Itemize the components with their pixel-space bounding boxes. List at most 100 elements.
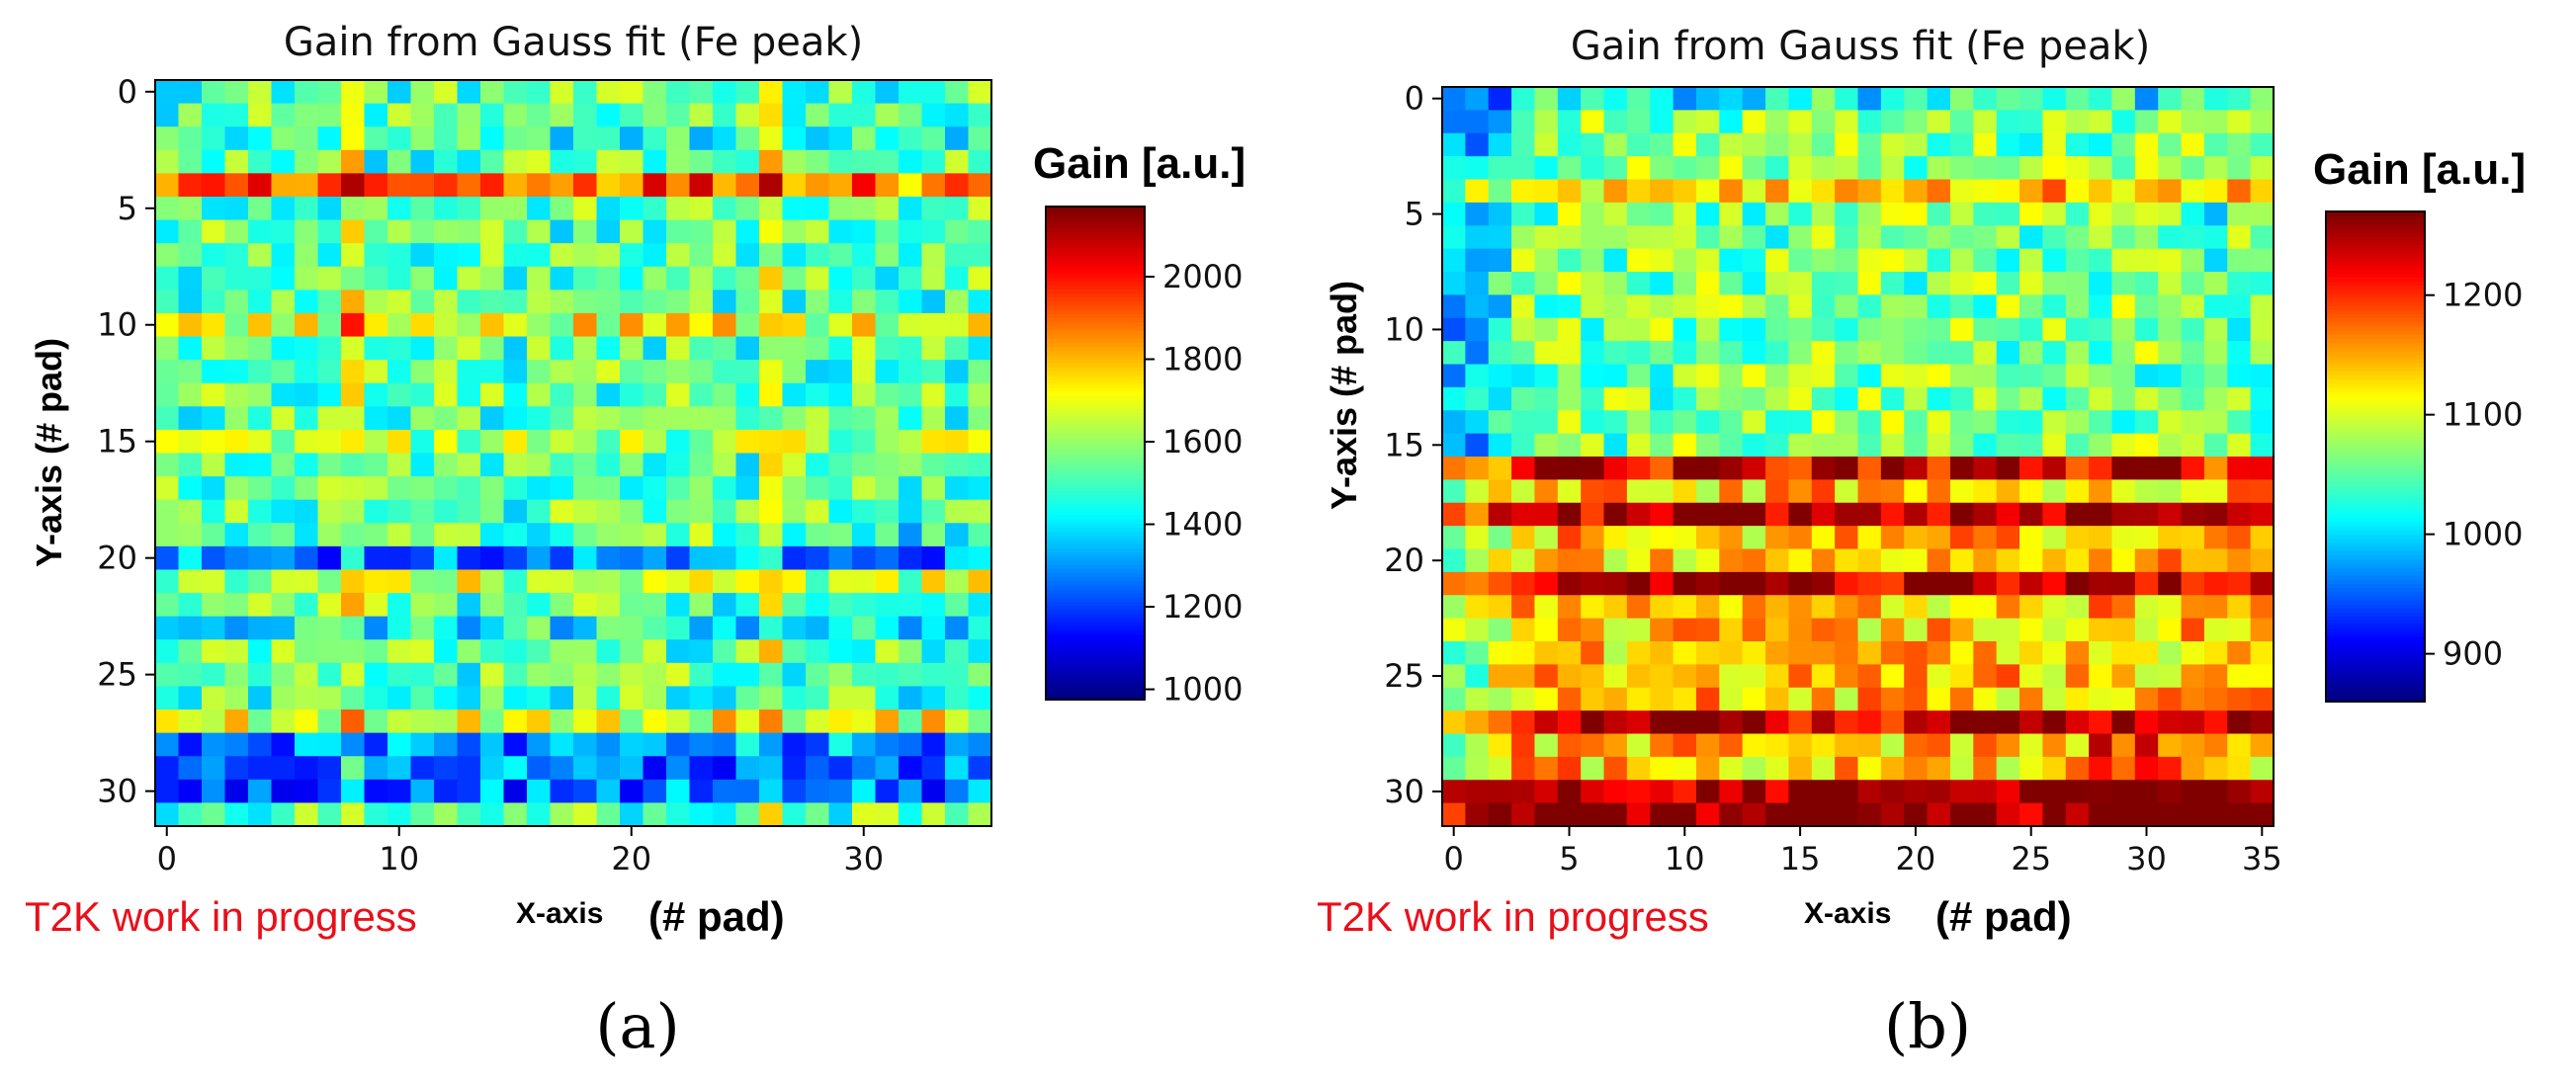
heatmap-cell bbox=[387, 80, 412, 105]
heatmap-cell bbox=[1442, 364, 1466, 388]
heatmap-cell bbox=[2111, 132, 2136, 157]
heatmap-cell bbox=[666, 499, 691, 524]
heatmap-cell bbox=[1695, 248, 1720, 273]
heatmap-cell bbox=[1581, 433, 1605, 458]
heatmap-cell bbox=[2158, 571, 2183, 596]
heatmap-cell bbox=[1765, 733, 1790, 758]
colorbar-tick-label: 1000 bbox=[1162, 671, 1243, 709]
heatmap-cell bbox=[573, 312, 598, 338]
heatmap-cell bbox=[596, 569, 621, 594]
x-tick-label: 5 bbox=[1559, 840, 1579, 877]
heatmap-cell bbox=[782, 779, 807, 803]
heatmap-cell bbox=[2042, 664, 2067, 689]
heatmap-cell bbox=[2042, 202, 2067, 226]
colorbar-segment bbox=[1046, 551, 1145, 557]
heatmap-cell bbox=[573, 639, 598, 664]
heatmap-cell bbox=[364, 243, 388, 268]
colorbar-segment bbox=[2326, 390, 2425, 396]
heatmap-cell bbox=[341, 312, 366, 338]
heatmap-cell bbox=[620, 802, 644, 827]
heatmap-cell bbox=[550, 429, 574, 455]
heatmap-cell bbox=[828, 662, 853, 688]
heatmap-cell bbox=[1996, 571, 2020, 596]
heatmap-cell bbox=[178, 732, 203, 757]
heatmap-cell bbox=[2089, 756, 2113, 781]
heatmap-cell bbox=[782, 243, 807, 268]
heatmap-cell bbox=[2227, 780, 2252, 804]
heatmap-cell bbox=[573, 756, 598, 781]
heatmap-cell bbox=[2019, 433, 2043, 458]
heatmap-cell bbox=[968, 80, 992, 105]
heatmap-cell bbox=[1488, 87, 1512, 111]
heatmap-cell bbox=[1742, 248, 1766, 273]
heatmap-cell bbox=[178, 406, 203, 431]
heatmap-cell bbox=[759, 312, 784, 338]
heatmap-cell bbox=[852, 266, 877, 291]
colorbar-segment bbox=[2326, 219, 2425, 225]
heatmap-cell bbox=[759, 453, 784, 477]
heatmap-cell bbox=[271, 382, 296, 407]
heatmap-cell bbox=[899, 406, 923, 431]
colorbar-segment bbox=[1046, 580, 1145, 586]
heatmap-cell bbox=[921, 779, 946, 803]
heatmap-cell bbox=[666, 523, 691, 547]
heatmap-cell bbox=[899, 779, 923, 803]
heatmap-cell bbox=[1626, 687, 1651, 711]
heatmap-cell bbox=[875, 406, 900, 431]
colorbar-segment bbox=[1046, 407, 1145, 413]
heatmap-cell bbox=[2250, 317, 2275, 342]
heatmap-cell bbox=[434, 290, 459, 314]
heatmap-cell bbox=[1581, 687, 1605, 711]
heatmap-cell bbox=[2158, 110, 2183, 134]
heatmap-cell bbox=[1442, 502, 1466, 527]
heatmap-cell bbox=[1835, 618, 1859, 642]
heatmap-cell bbox=[2203, 664, 2228, 689]
heatmap-cell bbox=[1880, 341, 1905, 366]
heatmap-cell bbox=[1603, 641, 1628, 665]
heatmap-cell bbox=[1557, 87, 1582, 111]
heatmap-cell bbox=[1673, 479, 1697, 504]
heatmap-cell bbox=[434, 779, 459, 803]
heatmap-cell bbox=[1650, 502, 1674, 527]
heatmap-cell bbox=[1511, 294, 1536, 319]
heatmap-cell bbox=[945, 616, 970, 640]
heatmap-cell bbox=[1719, 595, 1744, 620]
heatmap-cell bbox=[968, 406, 992, 431]
heatmap-cell bbox=[457, 173, 481, 198]
heatmap-cell bbox=[1650, 294, 1674, 319]
heatmap-cell bbox=[387, 453, 412, 477]
heatmap-cell bbox=[620, 686, 644, 710]
colorbar-segment bbox=[2326, 656, 2425, 662]
heatmap-cell bbox=[782, 336, 807, 361]
heatmap-cell bbox=[643, 686, 667, 710]
heatmap-cell bbox=[643, 290, 667, 314]
heatmap-cell bbox=[341, 523, 366, 547]
heatmap-cell bbox=[1581, 618, 1605, 642]
heatmap-cell bbox=[224, 639, 249, 664]
heatmap-cell bbox=[1857, 341, 1882, 366]
heatmap-cell bbox=[550, 219, 574, 244]
heatmap-cell bbox=[364, 219, 388, 244]
heatmap-cell bbox=[1742, 317, 1766, 342]
heatmap-cell bbox=[224, 219, 249, 244]
heatmap-cell bbox=[1557, 156, 1582, 181]
heatmap-cell bbox=[1511, 457, 1536, 480]
heatmap-cell bbox=[224, 593, 249, 618]
colorbar-segment bbox=[2326, 616, 2425, 622]
colorbar-segment bbox=[1046, 333, 1145, 339]
heatmap-cell bbox=[1835, 132, 1859, 157]
colorbar-segment bbox=[2326, 681, 2425, 687]
heatmap-cell bbox=[852, 149, 877, 174]
heatmap-cell bbox=[759, 80, 784, 105]
heatmap-cell bbox=[503, 243, 528, 268]
heatmap-cell bbox=[1650, 341, 1674, 366]
heatmap-cell bbox=[1719, 248, 1744, 273]
heatmap-cell bbox=[1442, 132, 1466, 157]
heatmap-cell bbox=[2065, 618, 2090, 642]
heatmap-cell bbox=[689, 149, 714, 174]
heatmap-cell bbox=[1927, 410, 1951, 435]
heatmap-cell bbox=[2250, 132, 2275, 157]
heatmap-cell bbox=[224, 545, 249, 571]
heatmap-cell bbox=[945, 453, 970, 477]
heatmap-cell bbox=[527, 312, 552, 338]
